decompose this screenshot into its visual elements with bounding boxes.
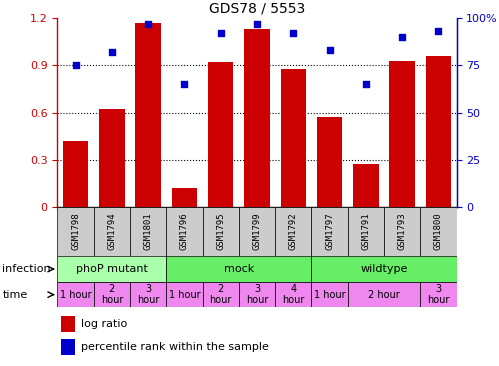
Text: percentile rank within the sample: percentile rank within the sample bbox=[81, 342, 269, 352]
Bar bbox=[280, 68, 306, 207]
Bar bbox=[166, 282, 203, 307]
Text: mock: mock bbox=[224, 264, 254, 274]
Point bbox=[71, 63, 79, 68]
Point bbox=[398, 34, 406, 40]
Text: GSM1795: GSM1795 bbox=[216, 213, 225, 250]
Text: 1 hour: 1 hour bbox=[314, 290, 345, 300]
Point bbox=[289, 30, 297, 36]
Text: GSM1800: GSM1800 bbox=[434, 213, 443, 250]
Bar bbox=[63, 141, 88, 207]
Text: 1 hour: 1 hour bbox=[60, 290, 91, 300]
Bar bbox=[239, 282, 275, 307]
Bar bbox=[99, 109, 125, 207]
Bar bbox=[353, 164, 379, 207]
Bar bbox=[420, 207, 457, 256]
Point bbox=[435, 29, 443, 34]
Bar bbox=[317, 117, 342, 207]
Text: GSM1794: GSM1794 bbox=[107, 213, 116, 250]
Bar bbox=[130, 207, 166, 256]
Bar bbox=[57, 207, 94, 256]
Text: phoP mutant: phoP mutant bbox=[76, 264, 148, 274]
Bar bbox=[384, 207, 420, 256]
Point bbox=[253, 21, 261, 27]
Bar bbox=[57, 256, 166, 282]
Bar bbox=[245, 29, 269, 207]
Point bbox=[362, 81, 370, 87]
Text: 2 hour: 2 hour bbox=[368, 290, 400, 300]
Bar bbox=[203, 207, 239, 256]
Bar bbox=[57, 282, 94, 307]
Point bbox=[181, 81, 189, 87]
Text: GSM1799: GSM1799 bbox=[252, 213, 261, 250]
Bar bbox=[311, 207, 348, 256]
Bar bbox=[203, 282, 239, 307]
Text: 3
hour: 3 hour bbox=[137, 284, 159, 306]
Bar bbox=[166, 256, 311, 282]
Bar bbox=[61, 315, 75, 332]
Bar bbox=[94, 207, 130, 256]
Bar bbox=[130, 282, 166, 307]
Bar bbox=[426, 56, 451, 207]
Bar bbox=[420, 282, 457, 307]
Text: 3
hour: 3 hour bbox=[246, 284, 268, 306]
Text: 4
hour: 4 hour bbox=[282, 284, 304, 306]
Title: GDS78 / 5553: GDS78 / 5553 bbox=[209, 2, 305, 16]
Bar bbox=[239, 207, 275, 256]
Bar bbox=[389, 61, 415, 207]
Text: GSM1793: GSM1793 bbox=[398, 213, 407, 250]
Bar bbox=[94, 282, 130, 307]
Bar bbox=[311, 256, 457, 282]
Point bbox=[108, 49, 116, 55]
Text: 1 hour: 1 hour bbox=[169, 290, 200, 300]
Bar bbox=[348, 207, 384, 256]
Text: GSM1801: GSM1801 bbox=[144, 213, 153, 250]
Bar bbox=[348, 282, 420, 307]
Text: log ratio: log ratio bbox=[81, 319, 128, 329]
Bar bbox=[135, 23, 161, 207]
Bar bbox=[166, 207, 203, 256]
Text: GSM1797: GSM1797 bbox=[325, 213, 334, 250]
Text: 2
hour: 2 hour bbox=[101, 284, 123, 306]
Point bbox=[217, 30, 225, 36]
Text: 2
hour: 2 hour bbox=[210, 284, 232, 306]
Text: time: time bbox=[2, 290, 28, 300]
Bar bbox=[208, 62, 234, 207]
Point bbox=[144, 21, 152, 27]
Bar bbox=[172, 188, 197, 207]
Text: wildtype: wildtype bbox=[360, 264, 408, 274]
Bar bbox=[275, 282, 311, 307]
Bar bbox=[311, 282, 348, 307]
Text: GSM1796: GSM1796 bbox=[180, 213, 189, 250]
Text: 3
hour: 3 hour bbox=[427, 284, 450, 306]
Text: GSM1791: GSM1791 bbox=[361, 213, 370, 250]
Point bbox=[325, 48, 333, 53]
Bar bbox=[275, 207, 311, 256]
Text: GSM1792: GSM1792 bbox=[289, 213, 298, 250]
Text: infection: infection bbox=[2, 264, 51, 274]
Bar bbox=[61, 339, 75, 355]
Text: GSM1798: GSM1798 bbox=[71, 213, 80, 250]
